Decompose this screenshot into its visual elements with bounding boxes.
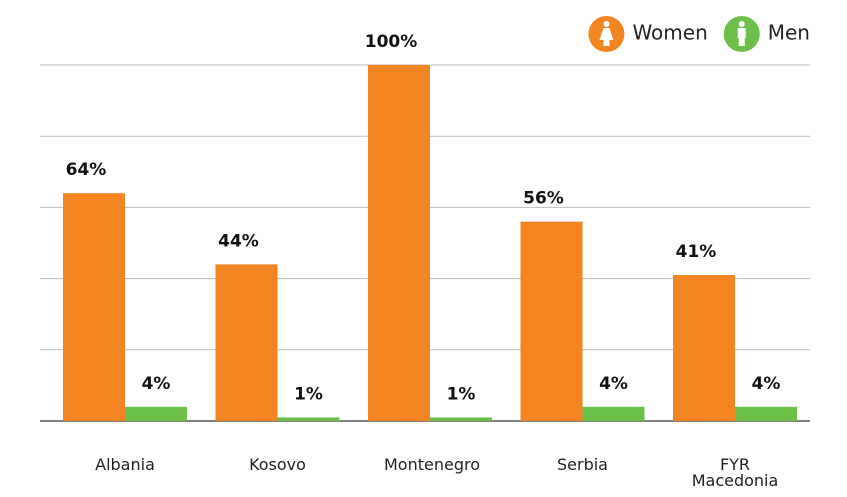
x-tick-label: Serbia: [557, 455, 608, 474]
value-label: 4%: [752, 374, 781, 394]
x-tick-label: Montenegro: [384, 455, 481, 474]
bar: [215, 264, 278, 421]
value-label: 1%: [294, 384, 323, 404]
x-tick-label: Kosovo: [249, 455, 306, 474]
value-label: 41%: [676, 242, 717, 262]
bar: [125, 406, 187, 421]
legend-icon: [723, 16, 760, 52]
bar: [368, 65, 430, 421]
value-label: 4%: [599, 374, 628, 394]
bar: [735, 406, 797, 421]
value-label: 100%: [365, 32, 418, 52]
legend-label: Women: [632, 21, 707, 45]
bar: [582, 406, 645, 421]
bar: [430, 417, 492, 421]
x-tick-label: FYR Macedonia: [691, 455, 779, 490]
value-label: 1%: [447, 384, 476, 404]
legend-label: Men: [768, 21, 810, 45]
value-label: 56%: [523, 189, 564, 209]
bar: [63, 193, 125, 421]
value-label: 44%: [218, 231, 259, 251]
x-tick-label: Albania: [95, 455, 155, 474]
icon-head: [603, 21, 610, 27]
icon-head: [738, 21, 745, 27]
value-label: 64%: [66, 160, 107, 180]
bar: [277, 417, 340, 421]
bar: [520, 221, 583, 421]
value-label: 4%: [142, 374, 171, 394]
icon-body: [737, 28, 746, 46]
bar: [673, 275, 735, 421]
legend-icon: [588, 16, 625, 52]
icon-body: [599, 28, 614, 46]
